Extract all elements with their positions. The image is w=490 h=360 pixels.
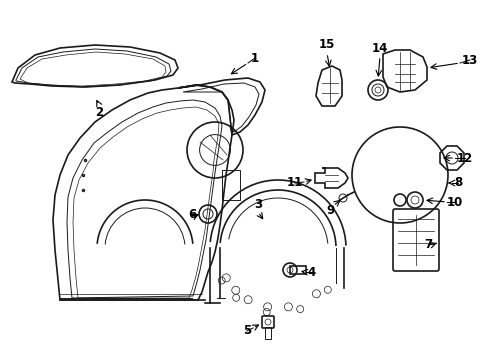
- Text: 3: 3: [254, 198, 262, 211]
- Text: 7: 7: [424, 238, 432, 251]
- Bar: [265, 327, 271, 339]
- Text: 13: 13: [462, 54, 478, 67]
- Text: 1: 1: [251, 51, 259, 64]
- Text: 10: 10: [447, 195, 463, 208]
- Text: 9: 9: [326, 203, 334, 216]
- Text: 12: 12: [457, 152, 473, 165]
- Text: 6: 6: [188, 208, 196, 221]
- Text: 11: 11: [287, 176, 303, 189]
- Text: 2: 2: [95, 105, 103, 118]
- Bar: [222, 170, 240, 200]
- Text: 5: 5: [243, 324, 251, 338]
- Text: 8: 8: [454, 176, 462, 189]
- Bar: [290, 266, 306, 274]
- Text: 4: 4: [308, 266, 316, 279]
- Text: 15: 15: [319, 39, 335, 51]
- Text: 14: 14: [372, 41, 388, 54]
